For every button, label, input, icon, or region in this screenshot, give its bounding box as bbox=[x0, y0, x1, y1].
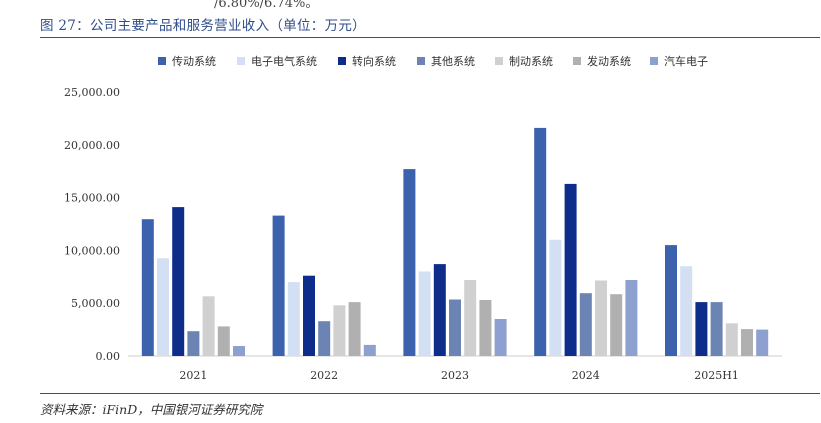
bars bbox=[141, 127, 769, 357]
bar-2025H1-series-7 bbox=[756, 329, 769, 356]
bar-2023-series-4 bbox=[449, 299, 461, 356]
y-tick-label: 15,000.00 bbox=[64, 192, 120, 205]
bar-2025H1-series-2 bbox=[680, 266, 693, 356]
bar-2025H1-series-3 bbox=[695, 302, 708, 356]
bar-2022-series-1 bbox=[272, 215, 285, 356]
bar-2024-series-6 bbox=[610, 294, 623, 356]
legend-label-1: 传动系统 bbox=[172, 55, 216, 68]
bar-2021-series-3 bbox=[172, 207, 185, 356]
legend-swatch-3 bbox=[338, 57, 346, 65]
legend-swatch-6 bbox=[573, 57, 581, 65]
legend-label-7: 汽车电子 bbox=[664, 54, 708, 68]
x-tick-label: 2024 bbox=[572, 369, 600, 382]
y-tick-label: 10,000.00 bbox=[64, 244, 120, 257]
bar-2023-series-2 bbox=[418, 271, 431, 356]
legend-swatch-7 bbox=[650, 57, 658, 65]
bar-2022-series-5 bbox=[333, 305, 346, 356]
legend-label-6: 发动系统 bbox=[587, 54, 631, 68]
bar-2023-series-7 bbox=[494, 319, 507, 356]
legend-swatch-4 bbox=[417, 57, 425, 65]
title-rule bbox=[40, 37, 820, 38]
bar-2025H1-series-6 bbox=[741, 329, 753, 356]
bar-2023-series-1 bbox=[403, 169, 416, 356]
bar-2022-series-7 bbox=[363, 344, 376, 356]
bar-2025H1-series-4 bbox=[710, 302, 723, 356]
legend-swatch-1 bbox=[158, 57, 166, 65]
bar-2022-series-2 bbox=[287, 282, 300, 356]
y-axis: 0.00 5,000.00 10,000.00 15,000.00 20,000.00 2… bbox=[64, 86, 120, 363]
bar-2021-series-5 bbox=[202, 296, 215, 356]
bar-2023-series-6 bbox=[479, 300, 492, 356]
figure-title: 图 27：公司主要产品和服务营业收入（单位：万元） bbox=[40, 18, 366, 34]
y-tick-label: 5,000.00 bbox=[71, 297, 120, 310]
y-tick-label: 20,000.00 bbox=[64, 139, 120, 152]
bar-2021-series-7 bbox=[233, 346, 245, 356]
bar-2024-series-3 bbox=[564, 183, 577, 356]
bar-2021-series-1 bbox=[141, 219, 154, 356]
bar-2024-series-4 bbox=[579, 293, 592, 356]
x-axis: 2021 2022 2023 2024 2025H1 bbox=[179, 369, 738, 382]
legend-label-4: 其他系统 bbox=[431, 55, 475, 68]
legend-label-3: 转向系统 bbox=[352, 54, 396, 68]
bar-2024-series-1 bbox=[534, 127, 547, 357]
x-tick-label: 2023 bbox=[441, 369, 469, 382]
bar-2025H1-series-1 bbox=[665, 245, 677, 356]
bar-2025H1-series-5 bbox=[725, 323, 738, 356]
x-tick-label: 2025H1 bbox=[694, 369, 739, 382]
legend-label-2: 电子电气系统 bbox=[251, 54, 317, 68]
bottom-rule bbox=[40, 393, 820, 394]
legend-swatch-5 bbox=[495, 57, 503, 65]
source-note: 资料来源：iFinD，中国银河证券研究院 bbox=[40, 402, 263, 417]
y-tick-label: 0.00 bbox=[96, 350, 121, 363]
bar-2021-series-6 bbox=[217, 326, 230, 356]
bar-2024-series-7 bbox=[625, 280, 638, 356]
bar-2024-series-5 bbox=[595, 280, 607, 356]
bar-2023-series-3 bbox=[433, 264, 446, 356]
legend-label-5: 制动系统 bbox=[509, 55, 553, 68]
bar-2021-series-2 bbox=[157, 258, 169, 356]
bar-2023-series-5 bbox=[464, 280, 477, 356]
x-tick-label: 2022 bbox=[310, 369, 338, 382]
bar-2021-series-4 bbox=[187, 331, 200, 356]
y-tick-label: 25,000.00 bbox=[64, 86, 120, 99]
x-tick-label: 2021 bbox=[179, 369, 207, 382]
bar-2022-series-3 bbox=[303, 275, 315, 356]
bar-2024-series-2 bbox=[549, 239, 562, 356]
legend: 传动系统 电子电气系统 转向系统 其他系统 制动系统 发动系统 汽车电子 bbox=[158, 54, 708, 68]
legend-swatch-2 bbox=[237, 57, 245, 65]
top-text-snippet: /6.80%/6.74%。 bbox=[214, 0, 319, 11]
bar-2022-series-6 bbox=[348, 302, 361, 356]
bar-2022-series-4 bbox=[318, 321, 331, 356]
